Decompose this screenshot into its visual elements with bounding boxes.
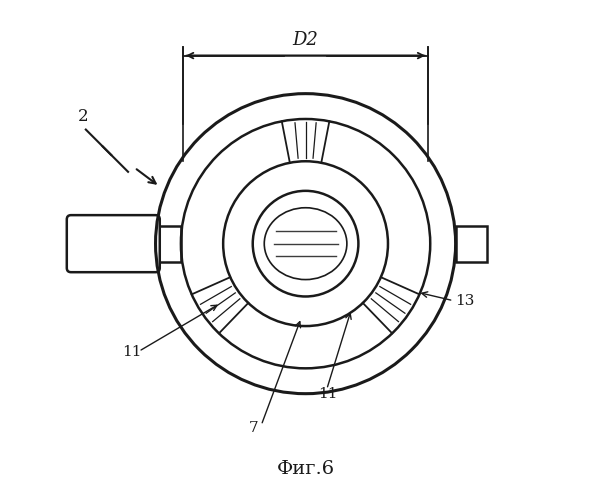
Bar (455, 226, 487, 262)
Text: 2: 2 (77, 108, 88, 125)
Text: 11: 11 (122, 344, 141, 358)
Text: 7: 7 (248, 420, 258, 434)
Text: 13: 13 (455, 294, 475, 308)
Bar (156, 226, 181, 262)
Text: 11: 11 (318, 387, 337, 401)
Text: D2: D2 (293, 32, 319, 50)
Text: Фиг.6: Фиг.6 (277, 460, 335, 478)
FancyBboxPatch shape (67, 215, 160, 272)
